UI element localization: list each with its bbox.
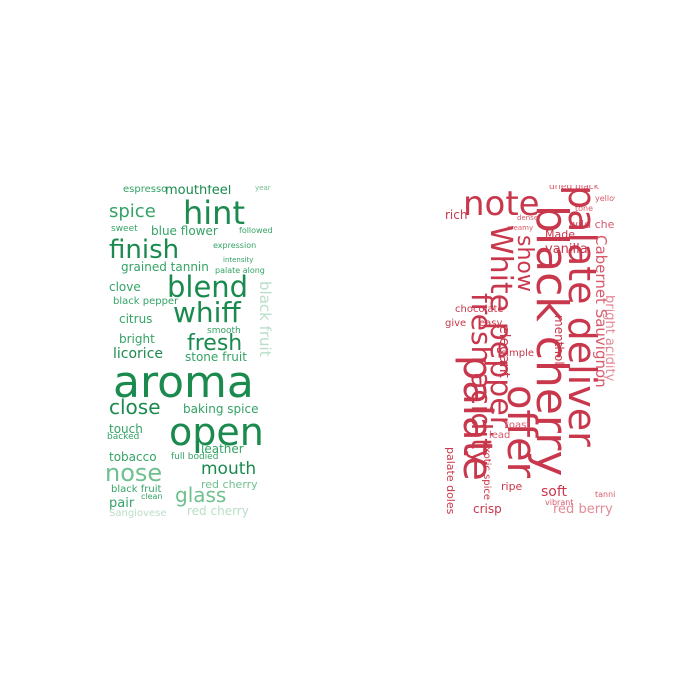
word: citrus xyxy=(119,312,153,326)
word: finish xyxy=(109,235,180,265)
word: tannins provide xyxy=(595,490,615,499)
right-word-cloud: dried black note yellow apple tone dense… xyxy=(445,185,615,520)
word: simple xyxy=(501,348,535,359)
word: leather xyxy=(201,442,244,456)
left-word-cloud: espresso mouthfeel year hint spice sweet… xyxy=(105,185,275,520)
word: sweet xyxy=(111,224,138,234)
word: stone fruit xyxy=(185,350,247,364)
word: backed xyxy=(107,432,140,442)
word: give xyxy=(445,318,467,329)
word: touch xyxy=(109,422,143,436)
word: bright acidity xyxy=(602,295,615,382)
word: White pepper xyxy=(483,225,518,429)
word: licorice xyxy=(113,346,163,362)
word: dried black xyxy=(549,185,599,192)
word: clean xyxy=(141,492,163,501)
word: followed xyxy=(239,226,273,235)
word: year xyxy=(255,185,271,192)
word: smooth xyxy=(207,326,241,336)
word: easy xyxy=(479,318,503,329)
word: palate along xyxy=(215,266,265,275)
word: mouthfeel xyxy=(165,185,232,198)
word: nose xyxy=(105,459,163,487)
word: Sangiovese xyxy=(109,508,167,519)
word: Cabernet Sauvignon xyxy=(592,235,610,388)
word: vanilla xyxy=(545,242,588,257)
word: exotic spice xyxy=(481,441,492,501)
word: red cherry xyxy=(187,504,249,518)
word: grained tannin xyxy=(121,260,209,274)
word: full bodied xyxy=(171,452,219,462)
word: red cherry xyxy=(201,478,258,491)
word: soft xyxy=(541,484,568,500)
word: close xyxy=(109,395,161,419)
word: tone xyxy=(575,204,594,213)
word: dense xyxy=(517,214,539,222)
word: aroma xyxy=(113,357,254,408)
word: black fruit xyxy=(111,484,162,495)
word: expression xyxy=(213,241,257,250)
word: yellow apple xyxy=(595,194,615,203)
word: bright xyxy=(119,332,155,346)
word: intensity xyxy=(223,256,254,264)
word: fresh acidity xyxy=(465,293,498,466)
word: blue flower xyxy=(151,224,218,238)
word: crisp xyxy=(473,502,502,516)
word: blend xyxy=(167,270,249,304)
word: wild cherry xyxy=(569,218,615,231)
word: hint xyxy=(183,194,245,232)
word: chocolate xyxy=(455,304,504,315)
word: whiff xyxy=(173,296,241,329)
word: lead xyxy=(489,430,511,441)
word: glass xyxy=(175,483,227,507)
word: ripe xyxy=(501,480,523,493)
word: black pepper xyxy=(113,296,179,307)
word: vibrant xyxy=(545,498,574,507)
word: toast xyxy=(505,420,531,431)
word: baking spice xyxy=(183,402,259,416)
word: Made xyxy=(545,228,575,241)
word: pair xyxy=(109,496,135,511)
word: palate xyxy=(454,355,500,481)
word: elegant xyxy=(496,325,512,378)
word: offer xyxy=(498,385,544,479)
word: note xyxy=(463,185,540,224)
word: palate doles xyxy=(445,447,457,515)
word: mouth xyxy=(201,459,257,479)
word: menthol xyxy=(552,315,566,365)
word: black fruit xyxy=(256,281,274,357)
word: palate deliver xyxy=(560,185,604,447)
word: espresso xyxy=(123,185,168,195)
word: creamy xyxy=(507,224,534,232)
word: red berry xyxy=(553,502,613,517)
word: black cherry xyxy=(526,205,577,477)
word: clove xyxy=(109,280,141,294)
word: tobacco xyxy=(109,450,157,464)
word: fresh xyxy=(187,331,243,356)
word: rich xyxy=(445,208,468,222)
word: show xyxy=(512,235,537,292)
word: spice xyxy=(109,201,156,222)
word: open xyxy=(169,410,264,454)
